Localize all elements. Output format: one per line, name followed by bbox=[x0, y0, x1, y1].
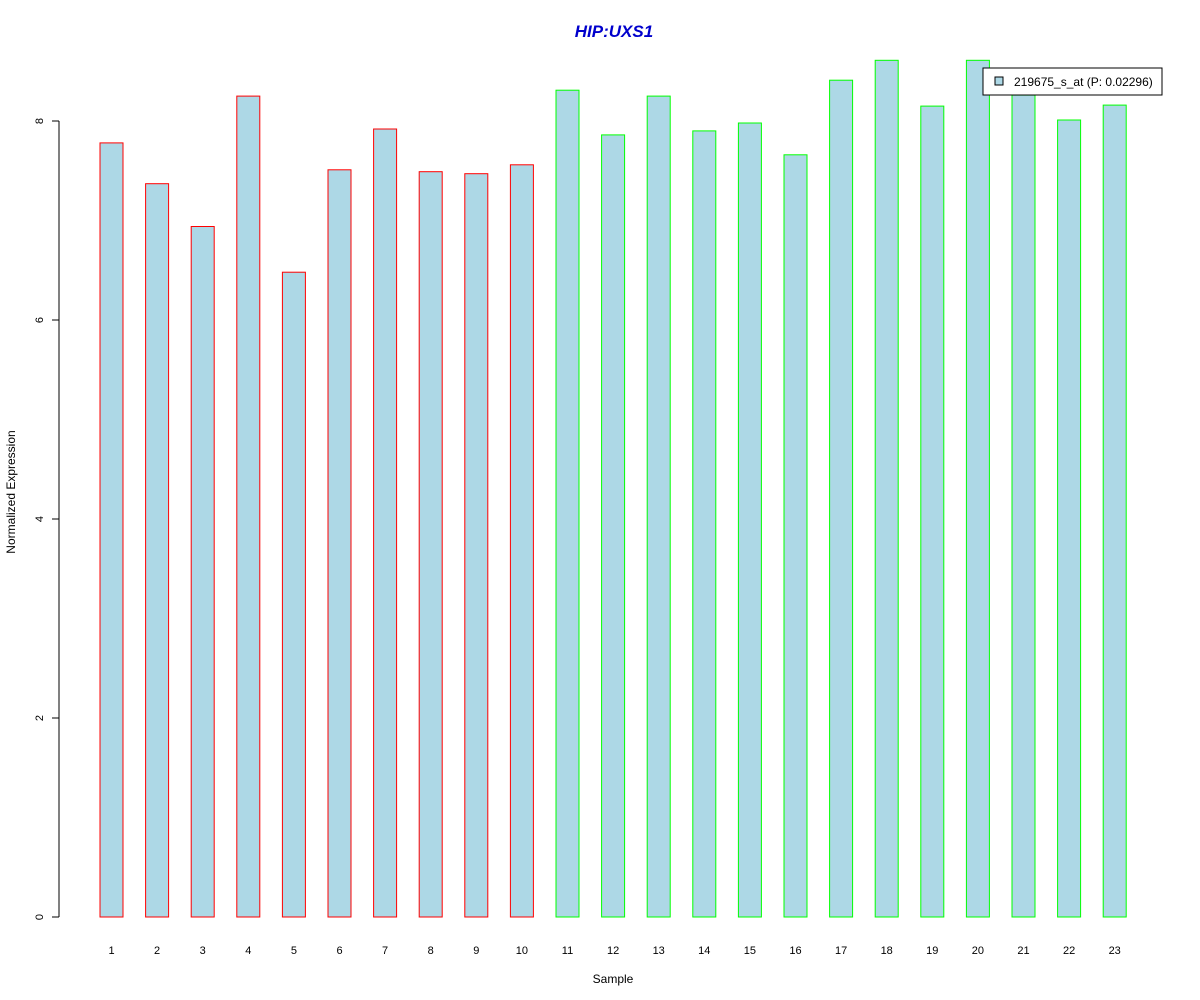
bar-sample-2 bbox=[145, 183, 170, 918]
x-tick-label: 4 bbox=[245, 945, 251, 957]
bar-sample-6 bbox=[327, 169, 352, 918]
x-tick-label: 1 bbox=[108, 945, 114, 957]
y-tick-label: 4 bbox=[34, 516, 46, 522]
x-tick-label: 5 bbox=[291, 945, 297, 957]
legend-entry: 219675_s_at (P: 0.02296) bbox=[1014, 75, 1153, 89]
x-tick-label: 22 bbox=[1063, 945, 1075, 957]
x-tick-label: 12 bbox=[607, 945, 619, 957]
x-tick-label: 15 bbox=[744, 945, 756, 957]
legend-swatch bbox=[994, 76, 1004, 86]
x-tick-label: 9 bbox=[473, 945, 479, 957]
x-axis-label: Sample bbox=[593, 972, 634, 986]
bar-sample-8 bbox=[418, 171, 443, 918]
x-tick-label: 14 bbox=[698, 945, 710, 957]
x-tick-label: 8 bbox=[428, 945, 434, 957]
y-axis-label: Normalized Expression bbox=[4, 430, 18, 553]
legend-box bbox=[982, 67, 1163, 96]
bar-sample-4 bbox=[236, 95, 261, 918]
bar-sample-12 bbox=[601, 134, 626, 918]
x-tick-label: 13 bbox=[653, 945, 665, 957]
bar-sample-23 bbox=[1102, 104, 1127, 918]
x-tick-label: 16 bbox=[789, 945, 801, 957]
bar-sample-1 bbox=[99, 142, 124, 918]
x-tick-label: 6 bbox=[336, 945, 342, 957]
legend: 219675_s_at (P: 0.02296) bbox=[982, 67, 1163, 96]
bar-sample-5 bbox=[281, 271, 306, 918]
chart-title: HIP:UXS1 bbox=[575, 22, 653, 41]
x-tick-label: 19 bbox=[926, 945, 938, 957]
x-tick-label: 7 bbox=[382, 945, 388, 957]
bar-sample-9 bbox=[464, 173, 489, 918]
bar-sample-16 bbox=[783, 154, 808, 918]
x-tick-label: 20 bbox=[972, 945, 984, 957]
bar-sample-19 bbox=[920, 105, 945, 918]
bar-sample-14 bbox=[692, 130, 717, 918]
bar-sample-21 bbox=[1011, 94, 1036, 918]
x-tick-label: 10 bbox=[516, 945, 528, 957]
bar-sample-13 bbox=[646, 95, 671, 918]
x-tick-label: 23 bbox=[1109, 945, 1121, 957]
bar-sample-7 bbox=[373, 128, 398, 918]
bars bbox=[99, 59, 1127, 918]
y-tick-label: 2 bbox=[34, 715, 46, 721]
x-tick-label: 11 bbox=[562, 945, 573, 957]
bar-sample-17 bbox=[829, 79, 854, 918]
bar-sample-3 bbox=[190, 226, 215, 918]
y-tick-label: 8 bbox=[34, 118, 46, 124]
bar-sample-11 bbox=[555, 89, 580, 918]
bar-sample-20 bbox=[965, 59, 990, 918]
x-tick-label: 21 bbox=[1017, 945, 1029, 957]
bar-sample-10 bbox=[509, 164, 534, 918]
bar-sample-18 bbox=[874, 59, 899, 918]
x-tick-label: 3 bbox=[200, 945, 206, 957]
bar-sample-22 bbox=[1057, 119, 1082, 918]
x-tick-label: 2 bbox=[154, 945, 160, 957]
x-axis-tick-labels: 1 2 3 4 5 6 7 8 9 10 11 12 13 14 15 16 17 18 19 20 21 22 23 bbox=[108, 945, 1120, 957]
y-axis: 0 2 4 6 8 bbox=[34, 118, 60, 920]
x-tick-label: 17 bbox=[835, 945, 847, 957]
bar-sample-15 bbox=[737, 122, 762, 918]
y-tick-label: 6 bbox=[34, 317, 46, 323]
x-tick-label: 18 bbox=[881, 945, 893, 957]
y-tick-label: 0 bbox=[34, 914, 46, 920]
